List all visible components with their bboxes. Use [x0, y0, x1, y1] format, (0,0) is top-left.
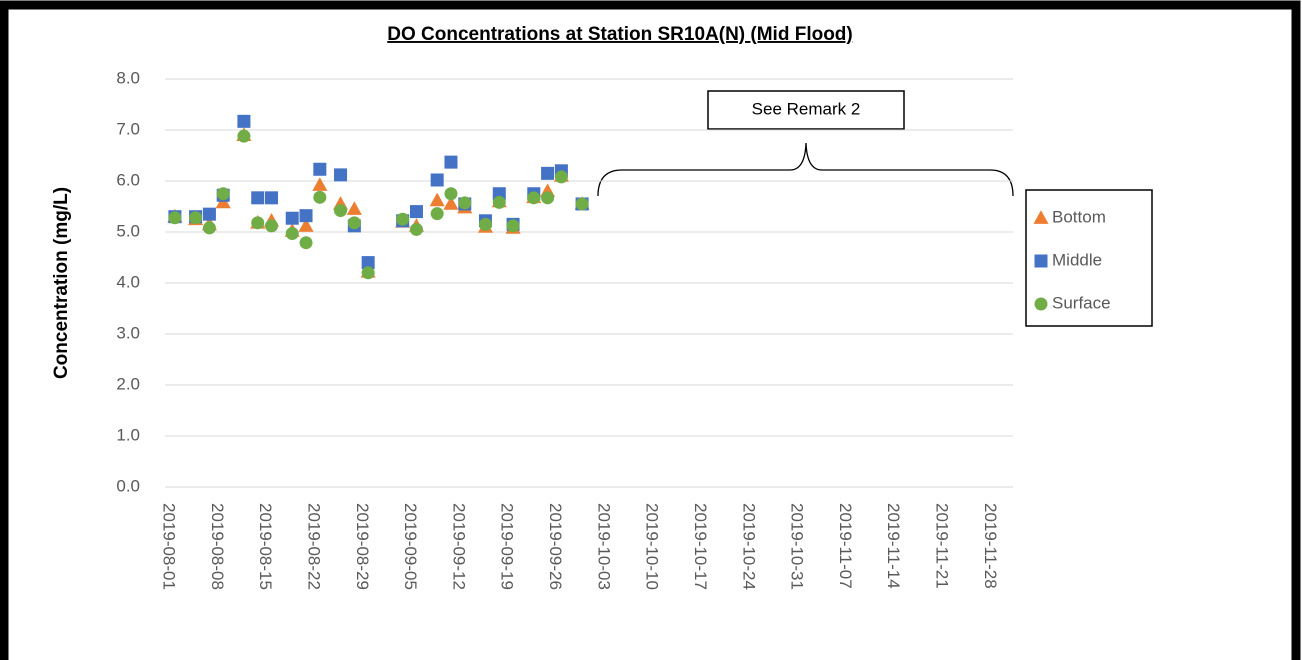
marker-circle [554, 170, 568, 184]
y-tick-label: 4.0 [116, 272, 140, 291]
x-tick-label: 2019-08-01 [160, 503, 179, 590]
brace [597, 142, 1014, 197]
x-tick-label: 2019-11-07 [836, 503, 855, 589]
legend-label: Surface [1052, 293, 1111, 312]
marker-circle [541, 191, 555, 205]
marker-square [265, 191, 279, 205]
marker-triangle [298, 218, 314, 232]
marker-triangle [443, 196, 459, 210]
marker-circle [347, 216, 361, 230]
marker-circle [361, 266, 375, 280]
x-tick-label: 2019-09-12 [449, 503, 468, 590]
x-tick-label: 2019-08-08 [208, 503, 227, 590]
x-tick-label: 2019-08-15 [256, 503, 275, 590]
marker-circle [444, 187, 458, 201]
marker-square [409, 205, 423, 219]
marker-square [202, 207, 216, 221]
marker-triangle [1033, 210, 1049, 224]
x-tick-label: 2019-11-28 [981, 503, 1000, 589]
marker-circle [478, 217, 492, 231]
marker-square [285, 211, 299, 225]
legend-label: Middle [1052, 250, 1102, 269]
annotation-box [707, 90, 905, 130]
marker-circle [458, 196, 472, 210]
marker-circle [237, 129, 251, 143]
x-tick-label: 2019-09-26 [546, 503, 565, 590]
y-tick-label: 8.0 [116, 68, 140, 87]
marker-triangle [429, 192, 445, 207]
marker-circle [575, 197, 589, 211]
x-tick-label: 2019-10-24 [739, 503, 758, 590]
x-tick-label: 2019-10-10 [643, 503, 662, 590]
y-tick-label: 6.0 [116, 170, 140, 189]
marker-triangle [346, 201, 362, 215]
marker-square [541, 166, 555, 180]
marker-circle [334, 204, 348, 218]
marker-circle [216, 187, 230, 201]
x-tick-label: 2019-08-29 [353, 503, 372, 590]
marker-circle [527, 191, 541, 205]
marker-circle [168, 211, 182, 225]
x-tick-label: 2019-10-03 [594, 503, 613, 590]
marker-square [237, 114, 251, 128]
x-tick-label: 2019-09-19 [498, 503, 517, 590]
marker-square [299, 209, 313, 223]
chart-title: DO Concentrations at Station SR10A(N) (M… [387, 24, 853, 45]
marker-triangle [312, 177, 328, 191]
annotation: See Remark 2 [752, 99, 861, 118]
x-tick-label: 2019-10-17 [691, 503, 710, 590]
marker-square [430, 173, 444, 187]
x-tick-label: 2019-08-22 [304, 503, 323, 590]
marker-square [251, 191, 265, 205]
marker-circle [285, 227, 299, 241]
marker-square [361, 256, 375, 270]
legend-label: Bottom [1052, 207, 1106, 226]
y-tick-label: 1.0 [116, 425, 140, 444]
marker-circle [492, 195, 506, 209]
marker-circle [506, 219, 520, 233]
marker-square [444, 155, 458, 169]
y-tick-label: 5.0 [116, 221, 140, 240]
marker-circle [202, 221, 216, 235]
marker-circle [430, 207, 444, 221]
marker-circle [1034, 297, 1048, 311]
marker-circle [396, 212, 410, 226]
marker-circle [299, 236, 313, 250]
y-tick-label: 7.0 [116, 119, 140, 138]
marker-square [334, 168, 348, 182]
marker-circle [189, 211, 203, 225]
y-tick-label: 2.0 [116, 374, 140, 393]
marker-square [1034, 254, 1048, 268]
y-tick-label: 0.0 [116, 476, 140, 495]
marker-square [313, 162, 327, 176]
marker-circle [251, 216, 265, 230]
x-tick-label: 2019-10-31 [788, 503, 807, 590]
marker-circle [313, 190, 327, 204]
x-tick-label: 2019-11-14 [884, 503, 903, 589]
x-tick-label: 2019-09-05 [401, 503, 420, 590]
marker-circle [409, 222, 423, 236]
marker-circle [265, 219, 279, 233]
x-tick-label: 2019-11-21 [932, 503, 951, 589]
y-tick-label: 3.0 [116, 323, 140, 342]
y-axis-label: Concentration (mg/L) [51, 187, 72, 379]
